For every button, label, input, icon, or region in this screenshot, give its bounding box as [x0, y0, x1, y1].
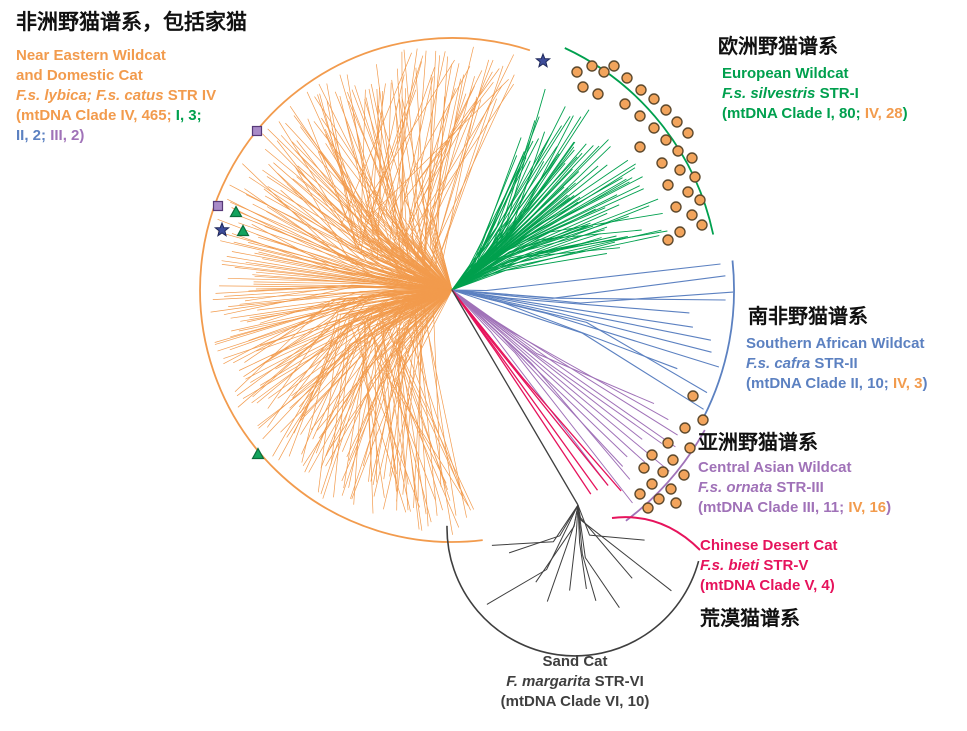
central-asian-str-group: STR-III [772, 479, 824, 496]
mtdna-clade-i-count: I, 3; [175, 107, 202, 124]
european-mtdna: (mtDNA Clade I, 80; IV, 28) [722, 104, 908, 124]
asian-lineage-title-cn: 亚洲野猫谱系 [698, 432, 818, 454]
sand-cat-species-name: F. margarita [506, 673, 591, 690]
near-eastern-mtdna-line2: II, 2; III, 2) [16, 126, 216, 146]
chinese-desert-str-group: STR-V [759, 557, 809, 574]
sand-cat-line1: Sand Cat [542, 653, 608, 670]
chinese-desert-mtdna: (mtDNA Clade V, 4) [700, 577, 835, 594]
central-asian-line1: Central Asian Wildcat [698, 459, 852, 476]
near-eastern-mtdna-line1: (mtDNA Clade IV, 465; I, 3; [16, 106, 216, 126]
sand-cat-species: F. margarita STR-VI [455, 672, 695, 692]
southern-african-mtdna: (mtDNA Clade II, 10; IV, 3) [746, 374, 927, 394]
southern-african-str-group: STR-II [810, 355, 858, 372]
chinese-desert-species-name: F.s. bieti [700, 557, 760, 574]
southern-african-line1: Southern African Wildcat [746, 335, 925, 352]
mtdna-clade-iv-count: (mtDNA Clade IV, 465; [16, 107, 176, 124]
sand-cat-str-group: STR-VI [590, 673, 644, 690]
european-mtdna-part3: ) [902, 105, 908, 122]
central-asian-mtdna-part3: ) [886, 499, 892, 516]
european-lineage-title-cn: 欧洲野猫谱系 [718, 36, 838, 58]
central-asian-mtdna-part1: (mtDNA Clade III, 11; [698, 499, 849, 516]
european-mtdna-part1: (mtDNA Clade I, 80; [722, 105, 865, 122]
european-line1: European Wildcat [722, 65, 849, 82]
near-eastern-line2: and Domestic Cat [16, 67, 143, 84]
central-asian-mtdna: (mtDNA Clade III, 11; IV, 16) [698, 498, 891, 518]
mtdna-clade-iii-count: III, 2) [50, 127, 85, 144]
chinese-desert-label-block: Chinese Desert Cat F.s. bieti STR-V (mtD… [700, 536, 838, 596]
sand-cat-mtdna: (mtDNA Clade VI, 10) [500, 693, 650, 710]
european-species-name: F.s. silvestris [722, 85, 816, 102]
southern-mtdna-part3: ) [922, 375, 928, 392]
central-asian-label-block: Central Asian Wildcat F.s. ornata STR-II… [698, 458, 891, 518]
desert-lineage-title-cn: 荒漠猫谱系 [700, 608, 800, 630]
sand-cat-label-block: Sand Cat F. margarita STR-VI (mtDNA Clad… [455, 652, 695, 712]
southern-african-species-name: F.s. cafra [746, 355, 811, 372]
southern-african-label-block: Southern African Wildcat F.s. cafra STR-… [746, 334, 927, 394]
near-eastern-line1: Near Eastern Wildcat [16, 47, 166, 64]
central-asian-species-name: F.s. ornata [698, 479, 773, 496]
chinese-desert-line1: Chinese Desert Cat [700, 537, 838, 554]
european-mtdna-part2: IV, 28 [864, 105, 903, 122]
southern-african-species: F.s. cafra STR-II [746, 354, 927, 374]
european-str-group: STR-I [815, 85, 859, 102]
near-eastern-species-name: F.s. lybica; F.s. catus [16, 87, 164, 104]
near-eastern-label-block: Near Eastern Wildcat and Domestic Cat F.… [16, 46, 216, 146]
central-asian-mtdna-part2: IV, 16 [848, 499, 887, 516]
european-label-block: European Wildcat F.s. silvestris STR-I (… [722, 64, 908, 124]
southern-african-lineage-title-cn: 南非野猫谱系 [748, 306, 868, 328]
near-eastern-str-group: STR IV [163, 87, 217, 104]
mtdna-clade-ii-count: II, 2; [16, 127, 51, 144]
near-eastern-species: F.s. lybica; F.s. catus STR IV [16, 86, 216, 106]
african-lineage-title-cn: 非洲野猫谱系，包括家猫 [16, 11, 247, 34]
southern-mtdna-part1: (mtDNA Clade II, 10; [746, 375, 893, 392]
southern-mtdna-part2: IV, 3 [892, 375, 923, 392]
central-asian-species: F.s. ornata STR-III [698, 478, 891, 498]
chinese-desert-species: F.s. bieti STR-V [700, 556, 838, 576]
european-species: F.s. silvestris STR-I [722, 84, 908, 104]
